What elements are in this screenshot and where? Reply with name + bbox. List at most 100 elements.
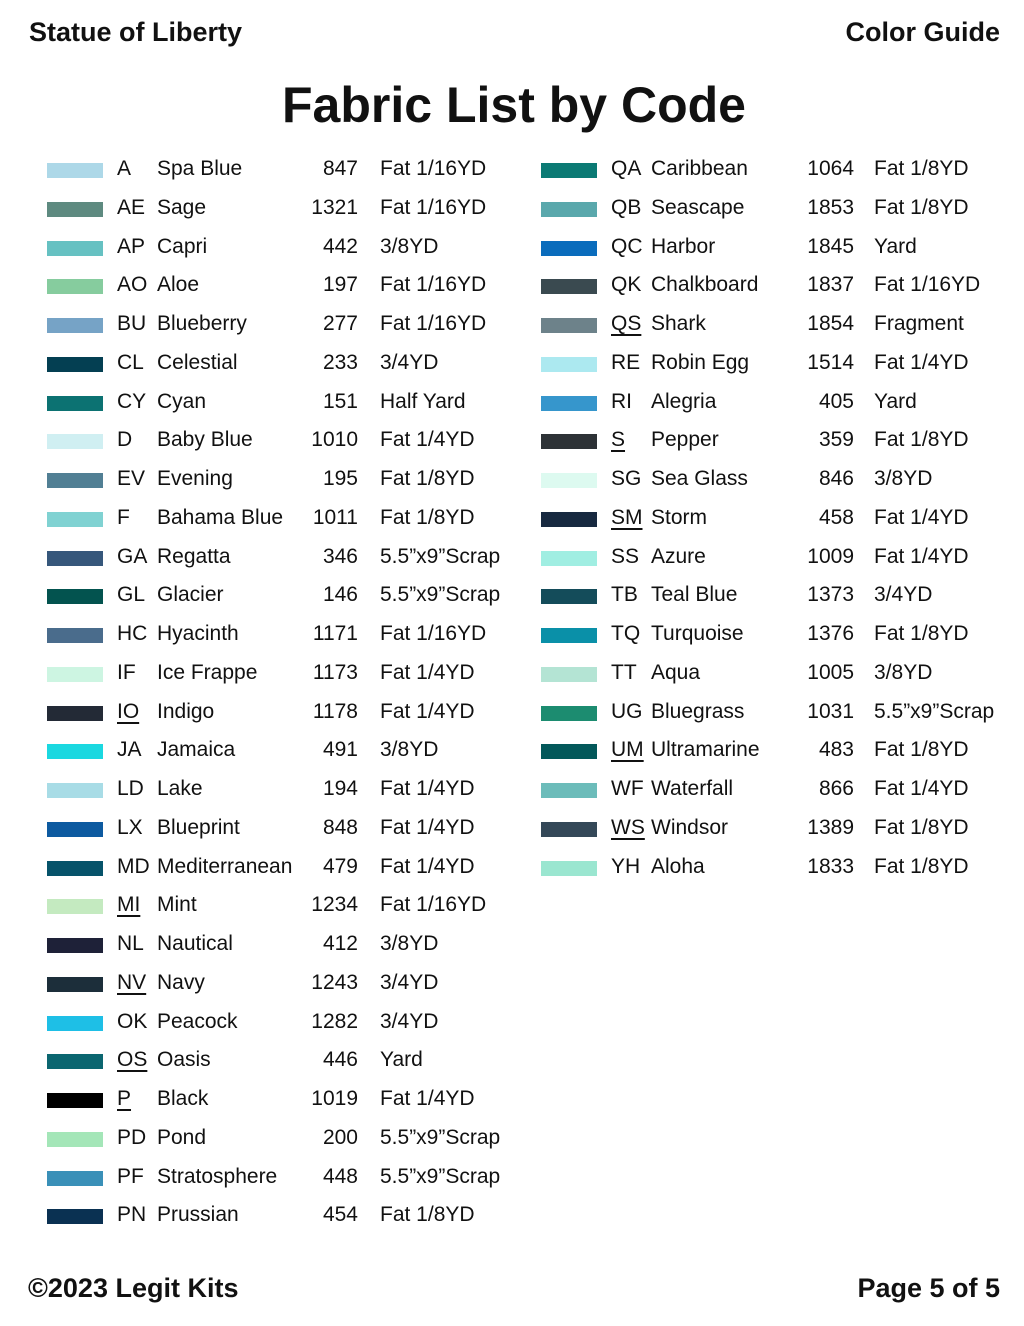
fabric-size: Fat 1/4YD [874, 544, 969, 568]
fabric-number: 197 [322, 273, 358, 297]
fabric-size: 5.5”x9”Scrap [380, 544, 501, 568]
fabric-number: 454 [322, 1203, 358, 1227]
fabric-name: Spa Blue [157, 157, 243, 180]
color-swatch [47, 434, 103, 450]
fabric-name: Bluegrass [651, 699, 745, 723]
fabric-size: Fat 1/16YD [380, 195, 487, 219]
fabric-code: NV [117, 970, 147, 994]
fabric-size: 3/4YD [380, 970, 439, 994]
fabric-name: Aqua [651, 660, 701, 684]
fabric-name: Azure [651, 544, 706, 568]
fabric-number: 1837 [807, 273, 854, 297]
fabric-name: Harbor [651, 234, 716, 258]
fabric-size: Fat 1/8YD [380, 1203, 475, 1227]
fabric-number: 458 [818, 505, 854, 529]
fabric-code: QS [611, 312, 642, 335]
fabric-code: UG [611, 699, 643, 723]
color-swatch [47, 666, 103, 682]
fabric-size: 5.5”x9”Scrap [380, 1125, 501, 1149]
fabric-name: Pepper [651, 428, 719, 452]
fabric-size: Fat 1/4YD [380, 1087, 475, 1110]
fabric-code: CL [117, 350, 144, 374]
fabric-number: 491 [322, 738, 358, 762]
fabric-size: Fat 1/4YD [380, 777, 475, 800]
fabric-name: Turquoise [651, 622, 744, 645]
fabric-size: 3/8YD [874, 660, 933, 684]
fabric-size: Fat 1/8YD [874, 738, 969, 762]
fabric-code: LD [117, 777, 144, 800]
fabric-number: 1389 [807, 815, 854, 839]
fabric-size: Fat 1/16YD [874, 273, 981, 297]
fabric-name: Stratosphere [157, 1164, 278, 1188]
fabric-size: Fat 1/4YD [380, 428, 475, 452]
fabric-code: PF [117, 1164, 144, 1188]
fabric-number: 1243 [311, 970, 358, 994]
fabric-code: QC [611, 234, 643, 258]
fabric-code: SS [611, 544, 640, 568]
fabric-number: 1010 [311, 428, 358, 452]
fabric-code: IF [117, 660, 136, 684]
fabric-code: NL [117, 932, 144, 955]
color-swatch [541, 860, 597, 876]
fabric-name: Capri [157, 234, 208, 258]
fabric-name: Indigo [157, 699, 215, 723]
fabric-code: AP [117, 234, 146, 258]
fabric-number: 1064 [807, 157, 854, 180]
fabric-name: Waterfall [651, 777, 734, 800]
fabric-number: 1171 [312, 622, 358, 645]
color-swatch [541, 473, 597, 488]
fabric-size: Fat 1/16YD [380, 273, 487, 297]
color-swatch [541, 163, 597, 178]
fabric-code: MI [117, 893, 141, 917]
fabric-code: MD [117, 854, 150, 878]
color-swatch [47, 783, 103, 798]
fabric-name: Black [157, 1087, 209, 1110]
fabric-size: 3/4YD [874, 583, 933, 607]
color-swatch [47, 1015, 103, 1031]
fabric-size: 3/8YD [874, 467, 933, 490]
fabric-number: 846 [818, 467, 854, 490]
color-swatch [541, 821, 597, 837]
fabric-number: 233 [322, 350, 358, 374]
fabric-name: Lake [157, 777, 203, 800]
fabric-size: Fat 1/8YD [874, 195, 969, 219]
fabric-number: 1376 [807, 622, 854, 645]
color-swatch [47, 705, 103, 721]
fabric-size: Half Yard [380, 389, 466, 413]
fabric-size: Fat 1/4YD [874, 350, 969, 374]
fabric-code: S [611, 428, 626, 452]
color-swatch [541, 434, 597, 450]
fabric-size: Fat 1/16YD [380, 312, 487, 335]
color-swatch [47, 938, 103, 953]
color-swatch [47, 163, 103, 178]
color-swatch [47, 395, 103, 411]
fabric-size: Fat 1/16YD [380, 622, 487, 645]
fabric-code: TQ [611, 622, 641, 645]
color-swatch [47, 279, 103, 295]
fabric-code: GL [117, 583, 146, 607]
fabric-name: Seascape [651, 195, 745, 219]
fabric-code: OK [117, 1009, 148, 1033]
fabric-code: GA [117, 544, 148, 568]
fabric-size: 3/4YD [380, 350, 439, 374]
fabric-number: 848 [322, 815, 358, 839]
fabric-number: 1854 [807, 312, 854, 335]
fabric-code: TT [611, 660, 637, 684]
fabric-name: Celestial [157, 350, 238, 374]
fabric-name: Chalkboard [651, 273, 759, 297]
color-swatch [47, 550, 103, 566]
fabric-name: Pond [157, 1125, 207, 1149]
fabric-name: Regatta [157, 544, 231, 568]
fabric-code: RE [611, 350, 641, 374]
color-swatch [47, 473, 103, 488]
fabric-code: RI [611, 389, 632, 413]
fabric-name: Sea Glass [651, 467, 748, 490]
fabric-name: Bahama Blue [157, 505, 284, 529]
fabric-size: Fat 1/8YD [874, 622, 969, 645]
fabric-number: 1833 [807, 854, 854, 878]
color-swatch [47, 744, 103, 760]
fabric-number: 346 [322, 544, 358, 568]
color-swatch [541, 705, 597, 721]
fabric-size: Yard [380, 1048, 423, 1072]
fabric-name: Navy [157, 970, 205, 994]
